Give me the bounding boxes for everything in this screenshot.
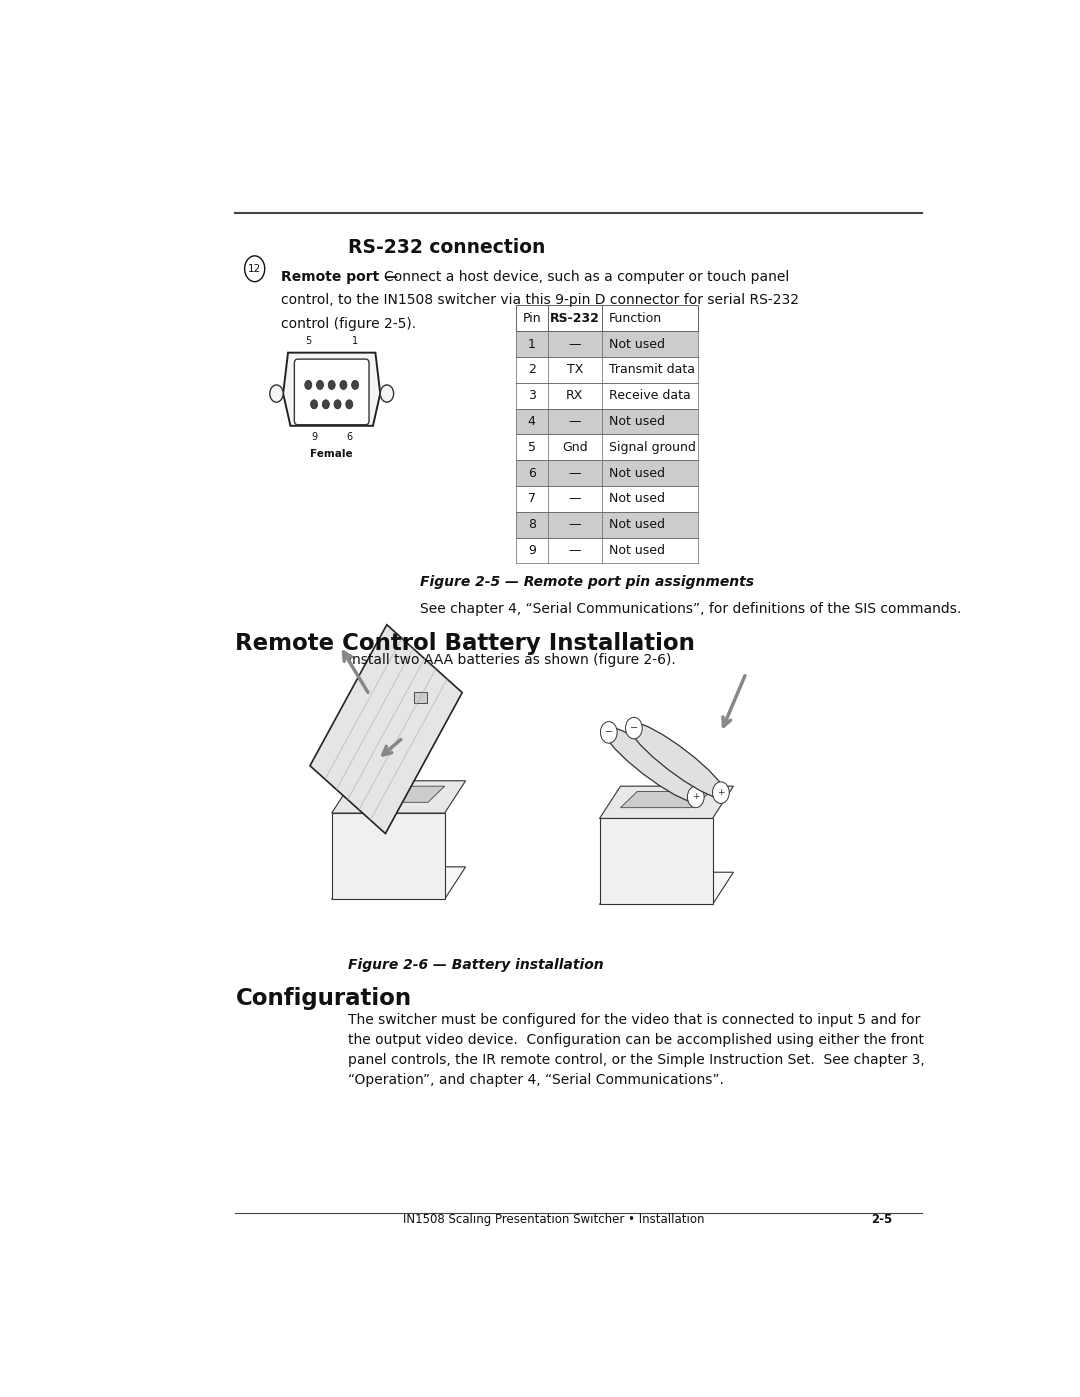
Text: Not used: Not used xyxy=(609,493,665,506)
Text: 8: 8 xyxy=(528,518,536,531)
Bar xyxy=(516,408,699,434)
Text: Pin: Pin xyxy=(523,312,541,324)
Text: 5: 5 xyxy=(528,441,536,454)
Polygon shape xyxy=(620,792,711,807)
Circle shape xyxy=(600,722,617,743)
Text: 1: 1 xyxy=(528,338,536,351)
Text: 6: 6 xyxy=(347,432,352,443)
Text: Signal ground: Signal ground xyxy=(609,441,696,454)
Text: Configuration: Configuration xyxy=(235,988,411,1010)
Text: Not used: Not used xyxy=(609,415,665,427)
Text: −: − xyxy=(630,724,638,733)
Text: 2: 2 xyxy=(528,363,536,376)
Polygon shape xyxy=(627,722,727,799)
Circle shape xyxy=(687,787,704,807)
Circle shape xyxy=(352,380,359,390)
Text: 4: 4 xyxy=(528,415,536,427)
Text: RS-232 connection: RS-232 connection xyxy=(349,237,545,257)
Polygon shape xyxy=(599,787,733,819)
Circle shape xyxy=(270,386,283,402)
Text: 6: 6 xyxy=(528,467,536,479)
Text: RS-232: RS-232 xyxy=(550,312,599,324)
Text: 9: 9 xyxy=(311,432,318,443)
Bar xyxy=(516,331,699,358)
Text: −: − xyxy=(605,728,612,738)
Text: The switcher must be configured for the video that is connected to input 5 and f: The switcher must be configured for the … xyxy=(349,1013,926,1087)
Polygon shape xyxy=(332,781,465,813)
Polygon shape xyxy=(599,872,733,904)
Circle shape xyxy=(380,386,393,402)
Text: Not used: Not used xyxy=(609,518,665,531)
Text: 3: 3 xyxy=(528,390,536,402)
Text: Not used: Not used xyxy=(609,338,665,351)
Circle shape xyxy=(340,380,347,390)
Text: RX: RX xyxy=(566,390,583,402)
Polygon shape xyxy=(356,787,445,802)
Text: —: — xyxy=(568,338,581,351)
Text: Remote Control Battery Installation: Remote Control Battery Installation xyxy=(235,633,696,655)
Text: Install two AAA batteries as shown (figure 2-6).: Install two AAA batteries as shown (figu… xyxy=(349,652,676,666)
Text: Not used: Not used xyxy=(609,467,665,479)
Text: 1: 1 xyxy=(352,337,359,346)
Polygon shape xyxy=(283,352,380,426)
Text: IN1508 Scaling Presentation Switcher • Installation: IN1508 Scaling Presentation Switcher • I… xyxy=(403,1213,704,1227)
Polygon shape xyxy=(332,813,445,900)
Circle shape xyxy=(346,400,353,409)
Text: 5: 5 xyxy=(306,337,311,346)
Text: Gnd: Gnd xyxy=(562,441,588,454)
Text: Connect a host device, such as a computer or touch panel: Connect a host device, such as a compute… xyxy=(384,270,789,284)
Bar xyxy=(414,692,427,703)
Polygon shape xyxy=(332,866,465,900)
Polygon shape xyxy=(310,624,462,834)
Polygon shape xyxy=(599,819,713,904)
Circle shape xyxy=(328,380,335,390)
Text: Female: Female xyxy=(310,450,353,460)
Text: 9: 9 xyxy=(528,543,536,557)
Circle shape xyxy=(305,380,312,390)
Text: —: — xyxy=(568,518,581,531)
Text: 7: 7 xyxy=(528,493,536,506)
Circle shape xyxy=(322,400,329,409)
Text: TX: TX xyxy=(567,363,583,376)
Text: Transmit data: Transmit data xyxy=(609,363,694,376)
Text: +: + xyxy=(692,792,700,802)
Text: See chapter 4, “Serial Communications”, for definitions of the SIS commands.: See chapter 4, “Serial Communications”, … xyxy=(420,602,961,616)
Text: control, to the IN1508 switcher via this 9-pin D connector for serial RS-232: control, to the IN1508 switcher via this… xyxy=(282,293,799,307)
Polygon shape xyxy=(603,726,702,803)
Text: —: — xyxy=(568,493,581,506)
Text: 12: 12 xyxy=(248,264,261,274)
Text: +: + xyxy=(717,788,725,798)
Text: 2-5: 2-5 xyxy=(872,1213,893,1227)
Text: control (figure 2-5).: control (figure 2-5). xyxy=(282,317,417,331)
Circle shape xyxy=(334,400,341,409)
Text: Remote port —: Remote port — xyxy=(282,270,399,284)
Bar xyxy=(516,460,699,486)
Text: Not used: Not used xyxy=(609,543,665,557)
Text: Figure 2-6 — Battery installation: Figure 2-6 — Battery installation xyxy=(349,958,604,972)
Text: Function: Function xyxy=(609,312,662,324)
Text: —: — xyxy=(568,543,581,557)
Circle shape xyxy=(316,380,324,390)
Circle shape xyxy=(311,400,318,409)
Text: —: — xyxy=(568,415,581,427)
Circle shape xyxy=(625,717,643,739)
Text: Figure 2-5 — Remote port pin assignments: Figure 2-5 — Remote port pin assignments xyxy=(420,576,754,590)
Bar xyxy=(516,511,699,538)
Circle shape xyxy=(713,782,729,803)
Text: —: — xyxy=(568,467,581,479)
FancyBboxPatch shape xyxy=(295,359,369,425)
Text: Receive data: Receive data xyxy=(609,390,690,402)
